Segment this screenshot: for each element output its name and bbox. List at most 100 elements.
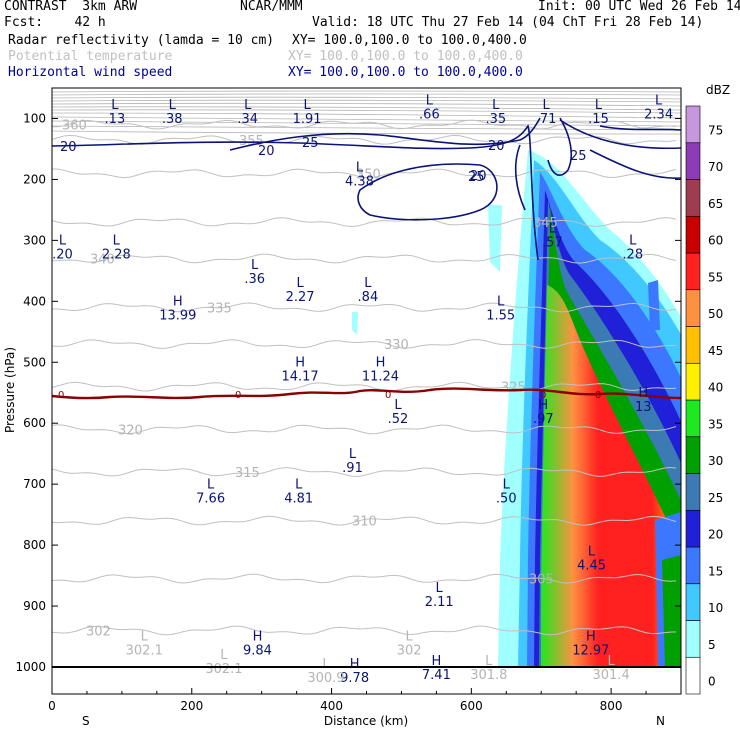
wind-contour-20-e [514, 144, 526, 211]
freezing-level-label: 0 [385, 390, 391, 401]
extremum-high: H12.97 [572, 630, 609, 659]
colorbar-level: 30 [708, 454, 723, 468]
extremum-type: L [111, 98, 119, 113]
extremum-type: H [376, 355, 386, 370]
colorbar-level: 40 [708, 381, 723, 395]
x-tick-label: 800 [600, 699, 623, 713]
extremum-low: L2.34 [644, 93, 673, 122]
colorbar-swatch [685, 362, 701, 401]
extremum-value: .38 [162, 112, 183, 127]
x-tick-label: 600 [460, 699, 483, 713]
header-forecast: Fcst: 42 h [4, 15, 106, 30]
extremum-high: H9.78 [340, 657, 369, 686]
colorbar-level: 25 [708, 491, 723, 505]
extremum-value: 2.28 [102, 247, 131, 262]
refl-right-cell-green [662, 555, 681, 668]
y-tick-label: 400 [23, 294, 46, 308]
colorbar: 0 5 10 15 20 25 30 35 40 45 50 55 60 65 70 75 [685, 105, 723, 695]
extremum-value: .57 [542, 235, 563, 250]
colorbar-level: 70 [708, 160, 723, 174]
extremum-type: L [296, 276, 304, 291]
y-tick-label: 800 [23, 538, 46, 552]
wind-label: 25 [302, 136, 319, 151]
extremum-type: L [303, 98, 311, 113]
extremum-value: .66 [419, 107, 440, 122]
theta-contour-labels: 360 355 350 345 340 335 330 325 320 315 310 305 302 [62, 119, 558, 640]
theta-contour-label: 355 [239, 134, 264, 149]
wind-label: 20 [258, 144, 275, 159]
extremum-type: L [655, 93, 663, 108]
extremum-type: L [542, 98, 550, 113]
extremum-low: L.28 [622, 233, 643, 262]
extremum-type: H [586, 630, 596, 645]
extremum-value: .36 [244, 272, 265, 287]
theta-contour [52, 381, 677, 392]
extremum-value: 4.38 [345, 174, 374, 189]
refl-5-patch-1 [488, 205, 502, 272]
extremum-type: L [322, 657, 330, 672]
theta-contour [52, 217, 677, 228]
extremum-value: 14.17 [281, 369, 318, 384]
colorbar-swatch [685, 179, 701, 217]
colorbar-level: 65 [708, 197, 723, 211]
theta-contour-label: 302 [86, 624, 111, 639]
wind-label: 25 [570, 149, 587, 164]
wind-label: 20 [488, 139, 505, 154]
extremum-high: H11.24 [362, 355, 399, 384]
extremum-type: L [141, 630, 149, 645]
colorbar-level: 20 [708, 528, 723, 542]
extremum-value: .91 [342, 461, 363, 476]
extremum-low: L2.28 [102, 233, 131, 262]
colorbar-level: 5 [708, 638, 716, 652]
extremum-value: 11.24 [362, 369, 399, 384]
extremum-low: L2.11 [425, 581, 454, 610]
extremum-type: L [629, 233, 637, 248]
theta-contour-label: 305 [529, 573, 554, 588]
colorbar-level: 0 [708, 675, 716, 689]
extremum-low: L.71 [536, 98, 557, 127]
extremum-low: L.13 [105, 98, 126, 127]
field-wind-xy: XY= 100.0,100.0 to 100.0,400.0 [288, 65, 523, 80]
extremum-low: L.91 [342, 447, 363, 476]
theta-contour [52, 515, 677, 526]
extremum-type: L [426, 93, 434, 108]
theta-contour [52, 302, 677, 313]
wind-contour-20-a [52, 124, 539, 261]
colorbar-swatch [685, 473, 701, 511]
theta-contour-label: 345 [533, 216, 558, 231]
extremum-low: L4.81 [284, 477, 313, 506]
colorbar-swatch [685, 215, 701, 254]
theta-contour-label: 330 [384, 338, 409, 353]
extremum-low: L.57 [542, 221, 563, 250]
extremum-high: H13.99 [159, 294, 196, 323]
header-valid: Valid: 18 UTC Thu 27 Feb 14 (04 ChT Fri … [312, 15, 704, 30]
extremum-value: 302.1 [126, 644, 163, 659]
refl-5-patch-2 [352, 312, 358, 335]
theta-contour [52, 339, 677, 349]
extremum-high: H13 [635, 386, 652, 415]
extremum-type: L [169, 98, 177, 113]
refl-left-cell [648, 280, 660, 330]
wind-speed-contours [52, 117, 681, 261]
freezing-level-label: 0 [58, 390, 64, 401]
extremum-low: L.52 [388, 398, 409, 427]
wind-label: 20 [60, 140, 77, 155]
extremum-high: H.97 [533, 398, 554, 427]
field-wind-name: Horizontal wind speed [8, 65, 173, 80]
wind-contour-20-b [357, 163, 498, 221]
freezing-level-label: 0 [235, 390, 241, 401]
colorbar-level: 55 [708, 270, 723, 284]
extremum-low: L2.27 [286, 276, 315, 305]
extremum-type: H [253, 630, 263, 645]
wind-label: 25 [468, 170, 485, 185]
extremum-type: L [406, 630, 414, 645]
theta-contour-label: 325 [501, 381, 526, 396]
colorbar-swatch [685, 656, 701, 695]
wind-label: 20 [470, 169, 487, 184]
extremum-value: 300.9 [307, 671, 344, 686]
colorbar-swatch [685, 546, 701, 585]
extremum-type: L [349, 447, 357, 462]
